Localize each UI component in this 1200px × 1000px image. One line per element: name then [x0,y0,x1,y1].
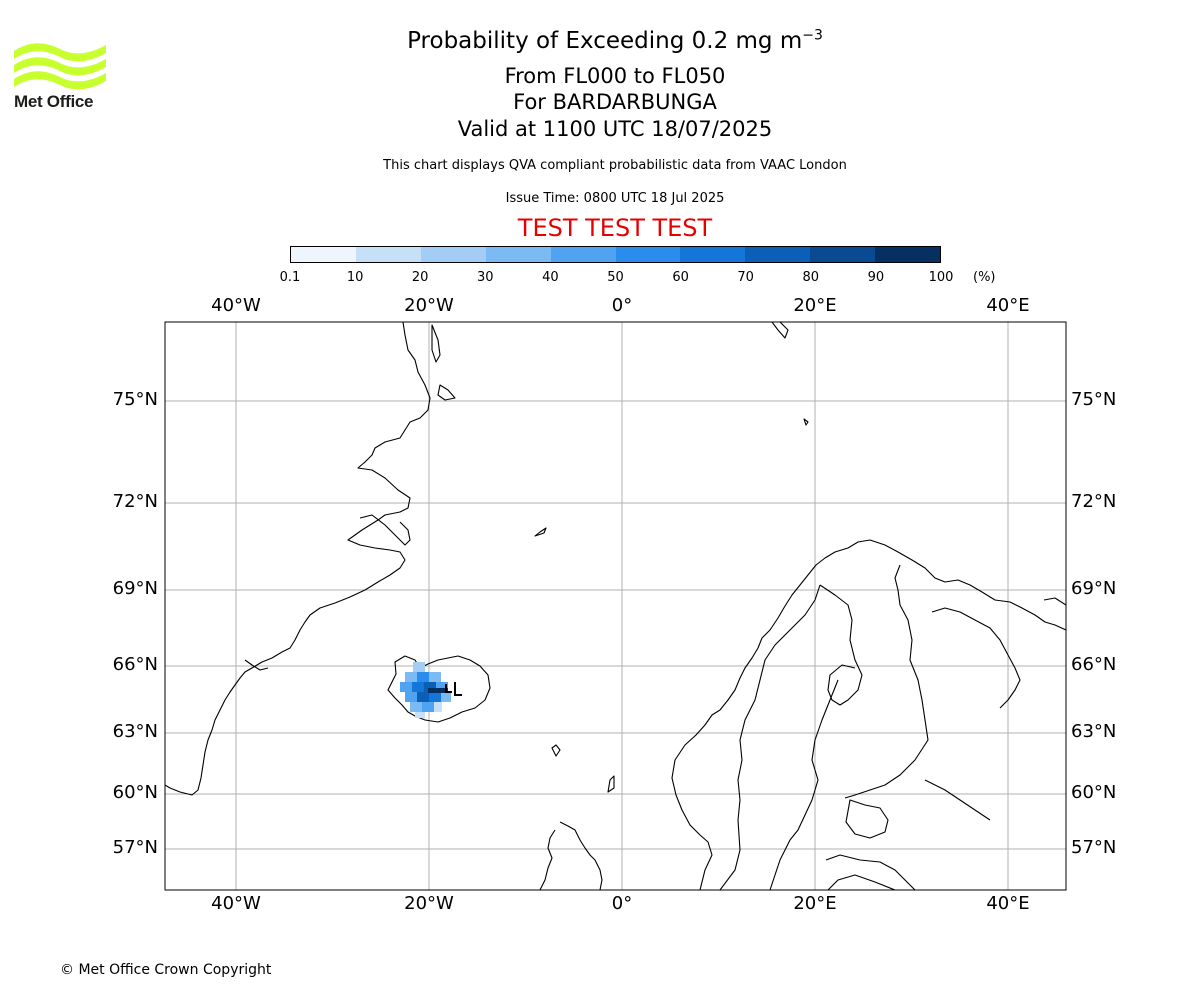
scotland-coast [539,821,603,890]
lon-label-bottom: 0° [611,893,633,914]
colorbar-segment [355,247,421,262]
lat-label-left: 60°N [112,782,158,803]
colorbar-tick-label: 30 [477,270,494,285]
test-banner: TEST TEST TEST [517,214,713,242]
copyright-notice: © Met Office Crown Copyright [60,962,272,978]
coastlines [165,322,1066,890]
colorbar-segment [875,247,941,262]
title-main: Probability of Exceeding 0.2 mg m [407,28,803,54]
lat-label-right: 72°N [1071,491,1117,512]
colorbar-tick-label: 10 [346,270,364,285]
iceland-coast [387,655,491,723]
issue-time: Issue Time: 0800 UTC 18 Jul 2025 [505,191,725,206]
lat-label-right: 63°N [1071,721,1117,742]
colorbar-unit: (%) [973,270,996,285]
colorbar-segment [615,247,681,262]
lon-label-bottom: 40°W [211,893,261,914]
colorbar-segment [291,247,356,262]
lon-label-bottom: 40°E [986,893,1030,914]
colorbar-tick-label: 60 [672,270,689,285]
valid-time: Valid at 1100 UTC 18/07/2025 [457,117,773,141]
colorbar-tick-label: 40 [542,270,559,285]
baltic-states-coast [825,854,916,890]
colorbar-tick-label: 20 [411,270,429,285]
lon-label-top: 40°E [986,295,1030,316]
norway-coast [671,539,1066,890]
chart-title: Probability of Exceeding 0.2 mg m−3 [0,28,1200,54]
lat-label-left: 63°N [112,721,158,742]
sweden-norway-border [719,584,821,890]
graticule [165,322,1066,890]
lat-label-left: 75°N [112,389,158,410]
met-office-logo [14,43,106,90]
colorbar-segment [485,247,551,262]
greenland-coast [165,322,431,796]
sweden-baltic-coast [769,679,839,890]
colorbar-tick-label: 50 [607,270,624,285]
ash-probability-plume [400,662,462,718]
probability-colorbar [290,246,941,263]
map-frame [164,321,1067,891]
lat-label-right: 69°N [1071,578,1117,599]
lat-label-right: 57°N [1071,837,1117,858]
disclaimer-text: This chart displays QVA compliant probab… [383,158,847,173]
colorbar-tick-label: 70 [737,270,754,285]
lon-label-top: 20°E [793,295,837,316]
finland-border [819,584,863,706]
lat-label-left: 72°N [112,491,158,512]
colorbar-segment [680,247,746,262]
colorbar-segment [745,247,811,262]
title-exponent: −3 [802,27,823,44]
jan-mayen-coast [534,527,547,537]
lat-label-right: 66°N [1071,654,1117,675]
lon-label-top: 0° [611,295,633,316]
lat-label-left: 66°N [112,654,158,675]
lon-label-bottom: 20°E [793,893,837,914]
colorbar-tick-label: 90 [867,270,885,285]
colorbar-segment [550,247,616,262]
lon-label-top: 20°W [404,295,454,316]
lat-label-left: 57°N [112,837,158,858]
flight-level-range: From FL000 to FL050 [504,64,726,88]
volcano-name: For BARDARBUNGA [513,90,717,114]
lat-label-right: 75°N [1071,389,1117,410]
lat-label-right: 60°N [1071,782,1117,803]
colorbar-segment [420,247,486,262]
lon-label-bottom: 20°W [404,893,454,914]
logo-wordmark: Met Office [14,92,94,111]
lat-label-left: 69°N [112,578,158,599]
lon-label-top: 40°W [211,295,261,316]
colorbar-tick-label: 80 [802,270,820,285]
colorbar-segment [810,247,876,262]
colorbar-tick-label: 0.1 [279,270,301,285]
colorbar-tick-label: 100 [928,270,954,285]
